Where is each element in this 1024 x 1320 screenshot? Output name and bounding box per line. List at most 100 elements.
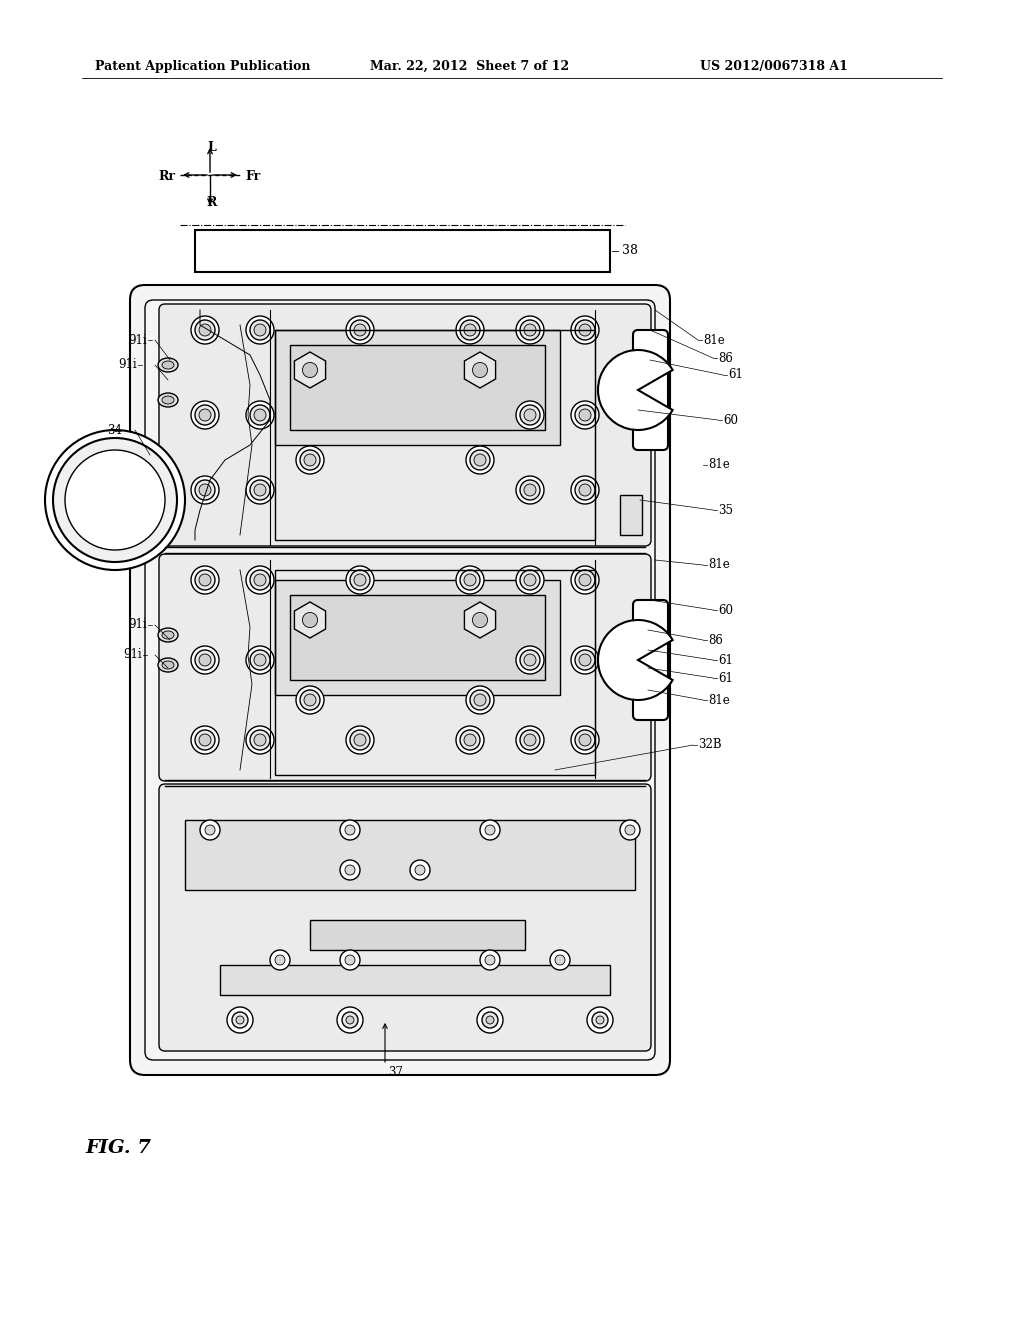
Circle shape	[199, 409, 211, 421]
Circle shape	[516, 315, 544, 345]
Circle shape	[250, 405, 270, 425]
Circle shape	[346, 726, 374, 754]
Circle shape	[579, 574, 591, 586]
Circle shape	[195, 730, 215, 750]
Bar	[195, 230, 610, 272]
Ellipse shape	[158, 628, 178, 642]
FancyBboxPatch shape	[130, 285, 670, 1074]
Text: 81e: 81e	[703, 334, 725, 346]
Circle shape	[254, 409, 266, 421]
Circle shape	[342, 1012, 358, 1028]
Circle shape	[270, 950, 290, 970]
Text: Mar. 22, 2012  Sheet 7 of 12: Mar. 22, 2012 Sheet 7 of 12	[370, 59, 569, 73]
Circle shape	[482, 1012, 498, 1028]
Circle shape	[520, 480, 540, 500]
Text: 91i: 91i	[119, 359, 137, 371]
Circle shape	[345, 865, 355, 875]
Circle shape	[191, 566, 219, 594]
Text: 60: 60	[718, 603, 733, 616]
Circle shape	[456, 726, 484, 754]
Circle shape	[200, 820, 220, 840]
Circle shape	[53, 438, 177, 562]
Circle shape	[555, 954, 565, 965]
Circle shape	[191, 315, 219, 345]
Circle shape	[191, 726, 219, 754]
Circle shape	[199, 574, 211, 586]
Circle shape	[571, 645, 599, 675]
Text: 91i: 91i	[128, 619, 147, 631]
Circle shape	[254, 574, 266, 586]
Circle shape	[254, 734, 266, 746]
Circle shape	[296, 686, 324, 714]
Circle shape	[300, 690, 319, 710]
Circle shape	[587, 1007, 613, 1034]
Bar	[275, 570, 595, 775]
Circle shape	[250, 570, 270, 590]
Circle shape	[296, 446, 324, 474]
Ellipse shape	[162, 661, 174, 669]
Circle shape	[524, 409, 536, 421]
Circle shape	[579, 323, 591, 337]
Circle shape	[199, 484, 211, 496]
Circle shape	[516, 645, 544, 675]
Wedge shape	[598, 350, 673, 430]
Text: 37: 37	[388, 1065, 403, 1078]
Circle shape	[340, 820, 360, 840]
Circle shape	[516, 401, 544, 429]
Circle shape	[466, 446, 494, 474]
Text: R: R	[207, 195, 217, 209]
Wedge shape	[598, 620, 673, 700]
Circle shape	[246, 401, 274, 429]
Circle shape	[520, 730, 540, 750]
Circle shape	[474, 454, 486, 466]
Circle shape	[480, 950, 500, 970]
Circle shape	[350, 570, 370, 590]
Circle shape	[199, 653, 211, 667]
Text: 38: 38	[622, 244, 638, 257]
Text: 61: 61	[718, 672, 733, 685]
Text: 81e: 81e	[708, 558, 730, 572]
Circle shape	[520, 570, 540, 590]
Circle shape	[486, 1016, 494, 1024]
Circle shape	[337, 1007, 362, 1034]
Circle shape	[246, 726, 274, 754]
Text: 35: 35	[718, 503, 733, 516]
Circle shape	[575, 649, 595, 671]
Circle shape	[195, 649, 215, 671]
Circle shape	[485, 825, 495, 836]
Circle shape	[516, 477, 544, 504]
Bar	[275, 330, 560, 445]
FancyBboxPatch shape	[633, 601, 668, 719]
Ellipse shape	[162, 360, 174, 370]
Text: 61: 61	[728, 368, 742, 381]
Circle shape	[45, 430, 185, 570]
Circle shape	[579, 409, 591, 421]
Text: 81e: 81e	[708, 458, 730, 471]
Circle shape	[246, 477, 274, 504]
Circle shape	[250, 319, 270, 341]
Circle shape	[575, 570, 595, 590]
Circle shape	[579, 484, 591, 496]
Circle shape	[596, 1016, 604, 1024]
Circle shape	[466, 686, 494, 714]
Circle shape	[346, 315, 374, 345]
Bar	[310, 920, 525, 950]
Circle shape	[199, 734, 211, 746]
Circle shape	[199, 323, 211, 337]
Circle shape	[246, 566, 274, 594]
Circle shape	[195, 319, 215, 341]
Circle shape	[520, 649, 540, 671]
Bar	[275, 330, 595, 540]
Circle shape	[350, 730, 370, 750]
Circle shape	[302, 612, 317, 627]
Circle shape	[340, 861, 360, 880]
Circle shape	[579, 734, 591, 746]
Circle shape	[477, 1007, 503, 1034]
Circle shape	[464, 323, 476, 337]
Circle shape	[480, 820, 500, 840]
Circle shape	[354, 734, 366, 746]
Circle shape	[302, 363, 317, 378]
Circle shape	[571, 566, 599, 594]
Circle shape	[415, 865, 425, 875]
Circle shape	[470, 450, 490, 470]
